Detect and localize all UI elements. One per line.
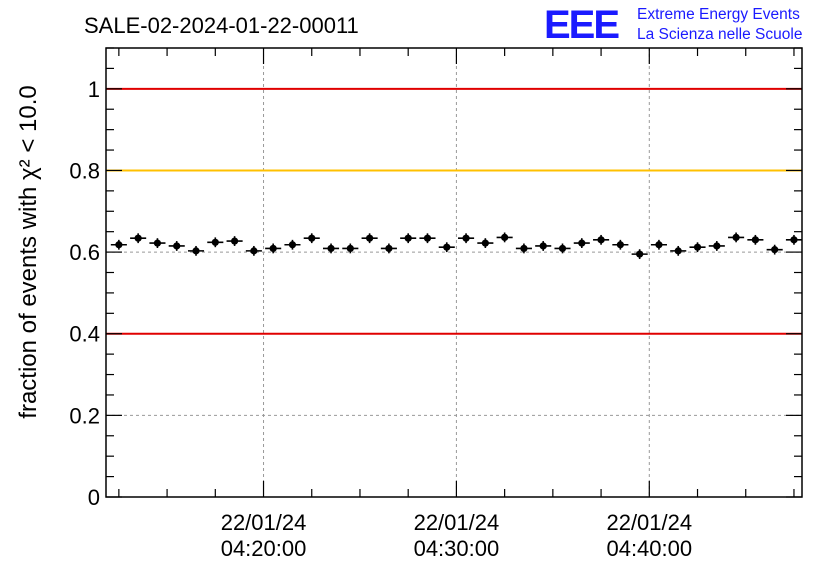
y-tick-label: 0.6 — [69, 240, 100, 265]
data-point — [573, 238, 590, 249]
logo-mark: EEE — [544, 3, 619, 47]
data-point — [438, 242, 455, 253]
data-marker — [173, 242, 181, 250]
data-point — [245, 245, 262, 256]
data-marker — [616, 241, 624, 249]
reference-lines — [106, 87, 802, 335]
data-marker — [732, 233, 740, 241]
data-point — [380, 243, 397, 254]
x-tick-label-time: 04:20:00 — [221, 536, 307, 561]
data-marker — [250, 247, 258, 255]
chart-title: SALE-02-2024-01-22-00011 — [84, 13, 359, 38]
data-marker — [211, 238, 219, 246]
x-tick-label-date: 22/01/24 — [221, 510, 307, 535]
data-point — [535, 241, 552, 251]
data-marker — [346, 244, 354, 253]
data-point — [400, 233, 417, 244]
data-marker — [115, 241, 123, 249]
data-marker — [558, 244, 567, 253]
y-tick-label: 0.8 — [69, 158, 100, 183]
data-point — [130, 233, 147, 244]
data-point — [612, 239, 629, 250]
data-point — [303, 233, 320, 244]
logo-line-2: La Scienza nelle Scuole — [637, 26, 802, 43]
data-point — [496, 232, 513, 243]
data-marker — [771, 246, 779, 254]
data-marker — [481, 239, 489, 247]
data-marker — [462, 234, 470, 242]
data-marker — [308, 234, 316, 242]
data-marker — [404, 234, 412, 242]
data-marker — [288, 241, 297, 249]
data-marker — [269, 244, 277, 253]
data-marker — [134, 234, 142, 242]
x-tick-label-date: 22/01/24 — [414, 510, 500, 535]
data-marker — [192, 247, 200, 255]
data-marker — [230, 237, 239, 245]
data-point — [168, 241, 185, 251]
data-point — [187, 245, 205, 256]
data-marker — [674, 247, 682, 255]
data-marker — [713, 242, 721, 250]
data-marker — [153, 239, 162, 247]
data-point — [284, 239, 301, 250]
data-marker — [693, 243, 702, 251]
data-marker — [327, 244, 335, 253]
data-marker — [751, 236, 759, 244]
y-tick-label: 1 — [88, 77, 100, 102]
y-tick-label: 0.2 — [69, 403, 100, 428]
data-point — [342, 243, 359, 254]
y-tick-label: 0.4 — [69, 322, 100, 347]
data-point — [419, 233, 436, 244]
data-point — [593, 234, 610, 245]
data-point — [631, 249, 648, 260]
y-tick-label: 0 — [88, 485, 100, 510]
data-marker — [539, 242, 547, 250]
data-point — [265, 243, 282, 254]
data-point — [361, 233, 378, 244]
data-point — [785, 234, 802, 245]
data-point — [458, 233, 475, 244]
y-axis-label: fraction of events with χ² < 10.0 — [15, 85, 42, 418]
data-marker — [655, 241, 663, 249]
data-point — [515, 243, 532, 254]
data-marker — [790, 236, 798, 244]
data-marker — [501, 233, 509, 241]
x-tick-label-date: 22/01/24 — [606, 510, 692, 535]
data-marker — [636, 250, 644, 258]
data-marker — [443, 243, 451, 251]
data-point — [728, 232, 745, 243]
eee-logo: EEE Extreme Energy Events La Scienza nel… — [544, 3, 802, 47]
data-marker — [385, 244, 393, 253]
data-point — [689, 242, 706, 253]
data-point — [207, 237, 224, 248]
logo-line-1: Extreme Energy Events — [637, 6, 800, 23]
data-point — [477, 238, 494, 249]
data-marker — [423, 234, 432, 242]
data-point — [322, 243, 340, 254]
data-point — [226, 236, 243, 246]
data-point — [747, 234, 764, 245]
data-point — [650, 239, 667, 250]
data-point — [554, 243, 571, 254]
data-point — [708, 241, 725, 251]
data-point — [766, 244, 783, 255]
x-tick-label-time: 04:40:00 — [606, 536, 692, 561]
x-tick-label-time: 04:30:00 — [414, 536, 500, 561]
data-marker — [366, 234, 374, 242]
axes: 00.20.40.60.8122/01/2404:20:0022/01/2404… — [69, 47, 803, 561]
data-series — [110, 232, 802, 260]
data-marker — [578, 239, 586, 247]
data-point — [670, 245, 687, 256]
data-marker — [597, 236, 605, 244]
data-point — [110, 239, 127, 250]
data-marker — [520, 244, 528, 253]
data-point — [149, 238, 166, 249]
